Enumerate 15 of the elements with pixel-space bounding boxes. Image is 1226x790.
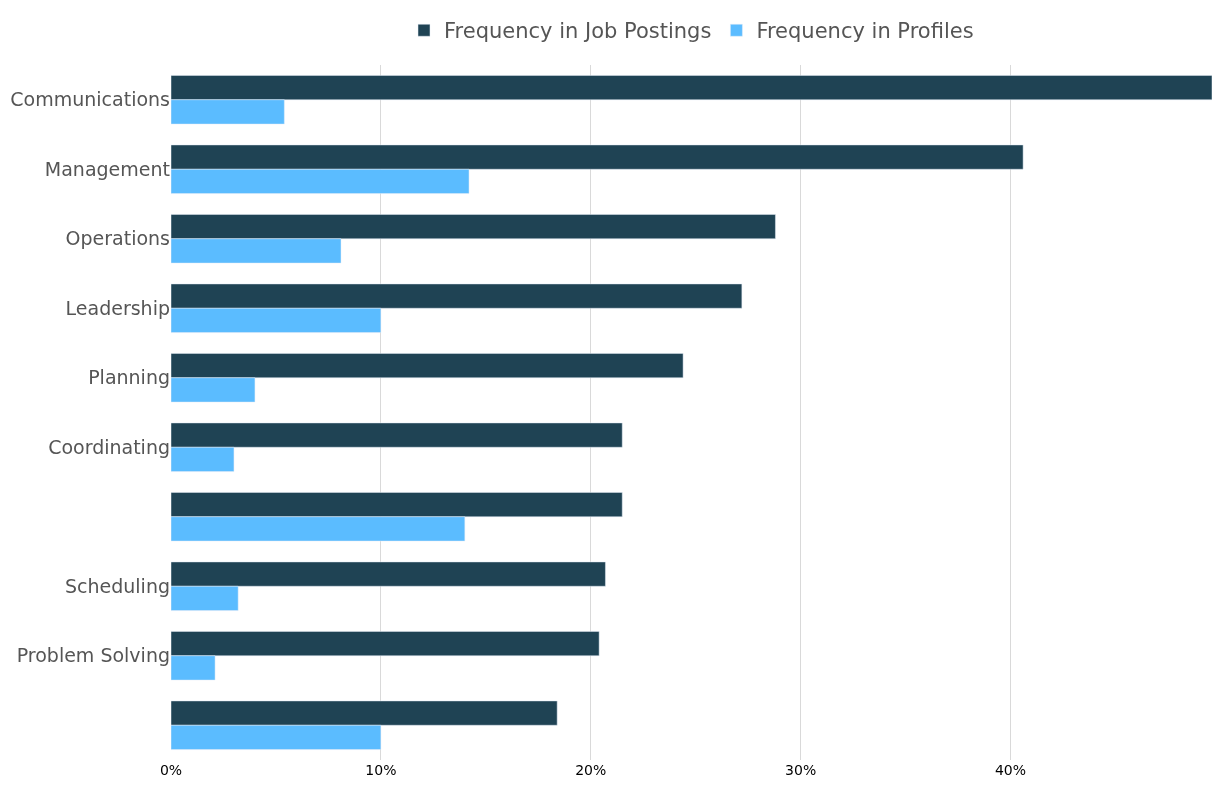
y-tick-label: Scheduling <box>64 574 170 597</box>
y-tick-label: Leadership <box>65 296 170 319</box>
y-tick-label: Planning <box>88 366 170 389</box>
x-tick-label: 0% <box>159 762 183 778</box>
y-tick-label: Problem Solving <box>16 644 170 667</box>
x-tick-label: 10% <box>365 762 397 778</box>
legend-label: Frequency in Profiles <box>756 19 974 44</box>
x-tick-label: 20% <box>575 762 607 778</box>
y-tick-label: Management <box>44 157 170 180</box>
y-tick-label: Operations <box>65 227 170 250</box>
y-tick-label: Communications <box>10 88 170 111</box>
x-tick-label: 30% <box>785 762 817 778</box>
x-tick-label: 40% <box>994 762 1027 778</box>
legend-label: Frequency in Job Postings <box>444 19 712 44</box>
y-tick-label: Coordinating <box>48 435 170 458</box>
